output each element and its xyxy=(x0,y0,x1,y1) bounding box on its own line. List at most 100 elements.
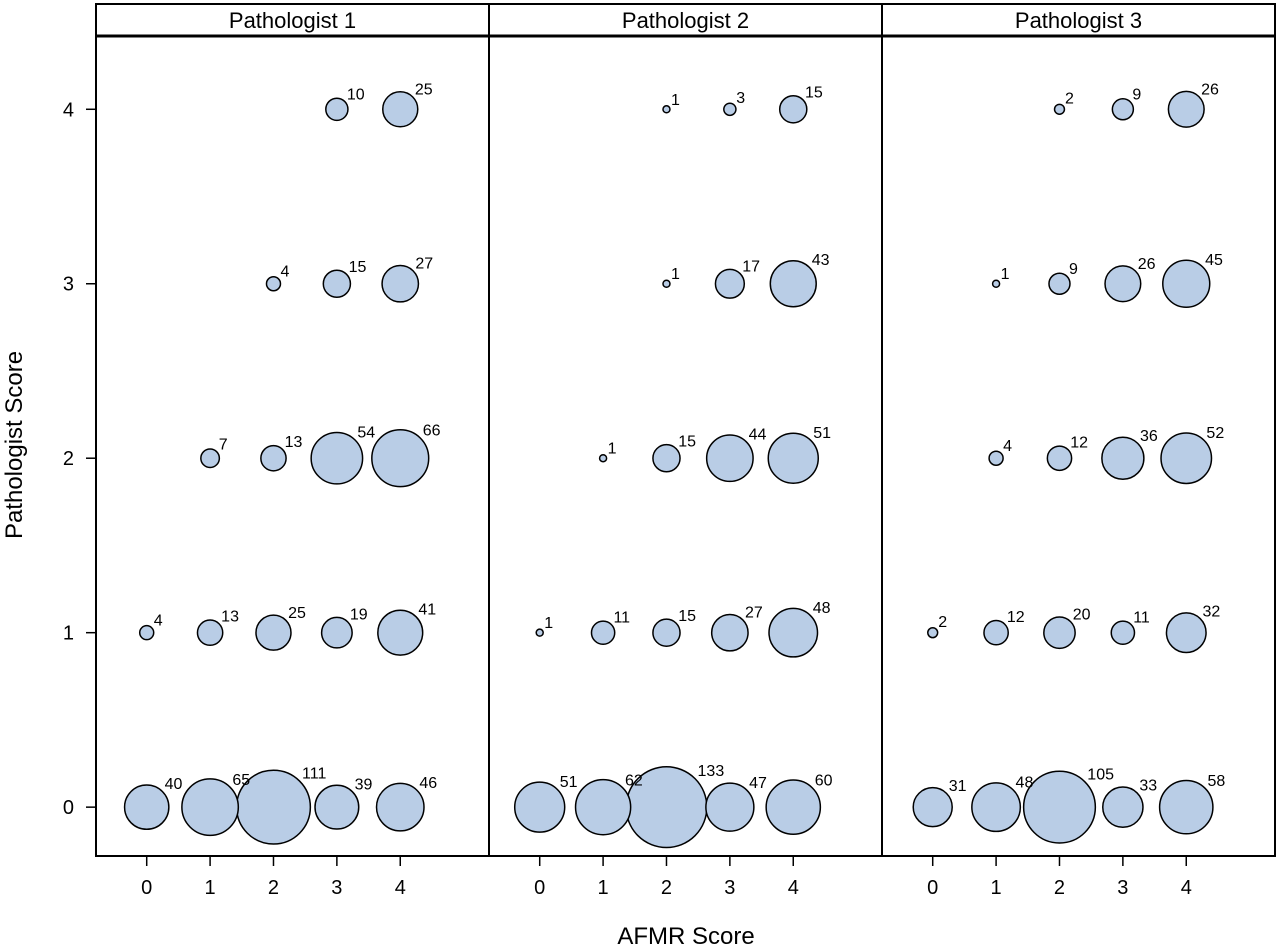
bubble-label: 39 xyxy=(355,776,373,793)
bubble xyxy=(1111,98,1135,121)
bubble xyxy=(377,609,424,656)
x-tick-label: 4 xyxy=(788,877,799,899)
x-axis: 0 1 2 3 4 xyxy=(141,856,406,899)
x-tick-label: 3 xyxy=(724,877,735,899)
bubble xyxy=(123,784,170,831)
bubble xyxy=(265,275,282,292)
bubble-label: 36 xyxy=(1140,428,1158,445)
bubble-label: 52 xyxy=(1206,425,1224,442)
bubble-label: 54 xyxy=(357,425,375,442)
bubble-label: 3 xyxy=(736,90,745,107)
bubble-label: 17 xyxy=(742,258,760,275)
bubble xyxy=(1101,436,1145,480)
bubble-label: 1 xyxy=(671,266,680,283)
x-tick-label: 3 xyxy=(331,877,342,899)
bubble xyxy=(255,614,292,651)
bubble xyxy=(912,786,953,828)
y-tick-label: 4 xyxy=(63,99,74,121)
bubble-label: 31 xyxy=(949,778,967,795)
bubble xyxy=(991,279,1001,288)
x-tick-label: 0 xyxy=(534,877,545,899)
bubble xyxy=(381,264,420,303)
bubble-label: 43 xyxy=(812,252,830,269)
bubble xyxy=(1158,779,1214,835)
bubble xyxy=(662,105,671,114)
bubble xyxy=(652,618,681,647)
bubble-label: 51 xyxy=(560,774,578,791)
bubble xyxy=(714,268,746,299)
bubble xyxy=(1165,612,1207,654)
bubble-label: 13 xyxy=(221,609,239,626)
bubble xyxy=(769,260,817,308)
bubble xyxy=(1053,103,1066,115)
bubble-label: 1 xyxy=(544,615,553,632)
bubble xyxy=(927,626,939,639)
bubble-label: 9 xyxy=(1132,87,1141,104)
bubble xyxy=(320,616,353,649)
bubble xyxy=(1046,445,1073,472)
bubble-label: 47 xyxy=(749,775,767,792)
bubble-label: 10 xyxy=(347,86,365,103)
y-tick-label: 2 xyxy=(63,448,74,470)
bubble-label: 40 xyxy=(165,776,183,793)
bubble-label: 26 xyxy=(1201,81,1219,98)
bubble-label: 111 xyxy=(302,766,326,783)
x-tick-label: 2 xyxy=(268,877,279,899)
bubble-label: 20 xyxy=(1073,606,1091,623)
bubble xyxy=(652,443,681,473)
x-tick-label: 4 xyxy=(395,877,406,899)
bubble-label: 133 xyxy=(698,763,725,780)
bubble-label: 44 xyxy=(749,426,767,443)
y-axis-title: Pathologist Score xyxy=(1,351,28,539)
bubble xyxy=(1043,616,1076,650)
bubble-label: 1 xyxy=(671,92,680,109)
panel-title: Pathologist 1 xyxy=(229,8,356,33)
bubble-label: 2 xyxy=(938,614,947,631)
bubble xyxy=(705,782,755,832)
bubble-label: 66 xyxy=(423,423,441,440)
bubble xyxy=(138,624,155,641)
bubble xyxy=(322,269,352,299)
bubble xyxy=(1110,620,1136,646)
bubble-label: 4 xyxy=(1003,438,1012,455)
bubble-label: 11 xyxy=(1133,609,1150,626)
bubble xyxy=(375,782,425,832)
bubble-label: 48 xyxy=(1016,775,1034,792)
bubble-label: 46 xyxy=(419,775,437,792)
x-axis: 0 1 2 3 4 xyxy=(927,856,1192,899)
bubble xyxy=(513,781,566,833)
bubble-label: 26 xyxy=(1138,256,1156,273)
bubble xyxy=(768,607,819,658)
y-tick-label: 0 xyxy=(63,797,74,819)
bubble xyxy=(598,453,608,463)
x-tick-label: 0 xyxy=(927,877,938,899)
bubble-label: 62 xyxy=(625,772,643,789)
panel-title: Pathologist 3 xyxy=(1015,8,1142,33)
bubble xyxy=(1167,90,1205,128)
bubble xyxy=(574,778,632,836)
bubble-label: 27 xyxy=(415,256,433,273)
bubble-label: 27 xyxy=(745,605,763,622)
bubble-label: 58 xyxy=(1207,773,1225,790)
x-tick-label: 1 xyxy=(991,877,1002,899)
bubble xyxy=(1104,265,1142,303)
bubble-label: 19 xyxy=(350,607,368,624)
bubble-label: 65 xyxy=(232,772,250,789)
bubble xyxy=(310,431,364,485)
bubble xyxy=(1022,770,1097,844)
bubble xyxy=(196,619,224,647)
bubble-label: 15 xyxy=(805,85,823,102)
bubble xyxy=(765,779,822,836)
x-tick-label: 2 xyxy=(661,877,672,899)
bubble-label: 48 xyxy=(813,600,831,617)
panel-border xyxy=(881,3,1276,857)
bubble xyxy=(1160,432,1213,485)
bubble-label: 4 xyxy=(154,613,163,630)
x-tick-label: 1 xyxy=(205,877,216,899)
x-axis-title: AFMR Score xyxy=(617,923,754,947)
bubble xyxy=(382,91,419,128)
bubble xyxy=(371,429,430,488)
